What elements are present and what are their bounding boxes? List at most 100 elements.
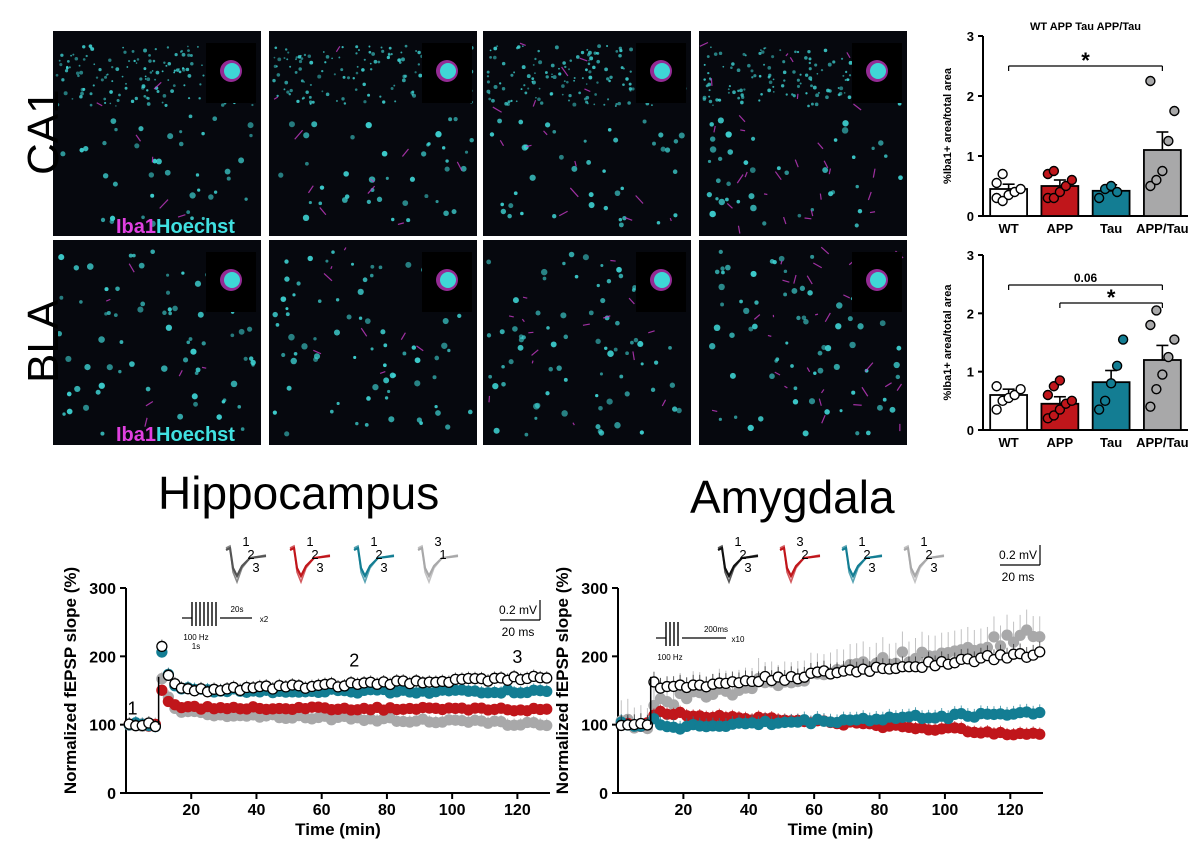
nucleus-dot	[848, 74, 852, 77]
iba1-process	[744, 171, 748, 178]
nucleus-dot	[58, 59, 61, 62]
nucleus-dot	[780, 84, 785, 88]
nucleus-dot	[792, 70, 796, 74]
nucleus-dot	[151, 70, 154, 72]
series-wt	[123, 639, 553, 733]
iba1-process	[824, 312, 831, 323]
nucleus-dot	[333, 329, 341, 336]
nucleus-dot	[358, 316, 363, 320]
iba1-process	[793, 274, 797, 284]
nucleus-dot	[551, 73, 553, 76]
nucleus-dot	[55, 73, 59, 77]
nucleus-dot	[196, 45, 199, 48]
nucleus-dot	[136, 58, 140, 61]
y-tick-label: 1	[967, 149, 974, 164]
data-point	[1034, 646, 1046, 658]
nucleus-dot	[183, 357, 189, 363]
nucleus-dot	[500, 208, 507, 215]
nucleus-dot	[895, 374, 901, 380]
iba1-process	[531, 360, 534, 364]
x-tick-label: 60	[805, 802, 823, 819]
nucleus-dot	[230, 380, 238, 388]
nucleus-dot	[551, 76, 553, 78]
nucleus-dot	[178, 141, 184, 147]
nucleus-dot	[754, 300, 759, 305]
row-label-ca1: CA1	[19, 89, 68, 175]
nucleus-dot	[750, 270, 757, 277]
nucleus-dot	[340, 68, 344, 72]
y-axis-label: Normalized fEPSP slope (%)	[61, 567, 80, 794]
nucleus-dot	[335, 298, 340, 302]
nucleus-dot	[251, 103, 254, 107]
nucleus-dot	[388, 46, 392, 50]
nucleus-dot	[194, 280, 202, 287]
nucleus-dot	[851, 390, 856, 395]
nucleus-dot	[828, 191, 834, 197]
nucleus-dot	[146, 77, 151, 82]
nucleus-dot	[435, 410, 441, 416]
nucleus-dot	[381, 49, 385, 53]
nucleus-dot	[141, 215, 145, 220]
nucleus-dot	[597, 44, 602, 49]
nucleus-dot	[272, 311, 278, 318]
nucleus-dot	[380, 46, 383, 49]
nucleus-dot	[95, 389, 101, 395]
micrograph-bla-1	[53, 240, 261, 445]
nucleus-dot	[250, 359, 256, 366]
nucleus-dot	[889, 406, 896, 413]
nucleus-dot	[814, 102, 819, 107]
iba1-process	[532, 100, 537, 107]
nucleus-dot	[161, 101, 164, 104]
nucleus-dot	[65, 65, 69, 69]
iba1-process	[785, 53, 789, 57]
nucleus-dot	[748, 326, 754, 332]
nucleus-dot	[702, 97, 707, 101]
nucleus-dot	[817, 350, 823, 356]
nucleus-dot	[343, 102, 347, 105]
nucleus-dot	[185, 67, 190, 72]
nucleus-dot	[713, 324, 721, 332]
example-trace	[353, 544, 395, 585]
nucleus-dot	[751, 323, 758, 330]
nucleus-dot	[98, 67, 102, 72]
scale-bar-voltage: 0.2 mV	[999, 548, 1037, 562]
nucleus-dot	[469, 137, 474, 143]
nucleus-dot	[561, 410, 568, 417]
nucleus-dot	[165, 290, 171, 295]
nucleus-dot	[613, 137, 619, 143]
nucleus-dot	[706, 191, 712, 198]
iba1-process	[360, 327, 368, 337]
nucleus-dot	[221, 103, 225, 107]
nucleus-dot	[596, 59, 601, 64]
iba1-process	[738, 115, 746, 123]
nucleus-dot	[288, 92, 291, 96]
nucleus-dot	[162, 94, 167, 98]
stain-label-iba1: Iba1	[116, 424, 157, 446]
micrograph-ca1-2	[269, 31, 477, 236]
nucleus-dot	[82, 45, 86, 49]
nucleus-dot	[106, 364, 113, 371]
nucleus-dot	[600, 297, 606, 304]
legend-header: WT APP Tau APP/Tau	[1030, 21, 1141, 33]
nucleus-dot	[618, 222, 624, 228]
nucleus-dot	[201, 64, 203, 67]
nucleus-dot	[457, 313, 462, 318]
nucleus-dot	[302, 214, 310, 222]
nucleus-dot	[356, 65, 359, 68]
nucleus-dot	[299, 54, 302, 57]
nucleus-dot	[715, 197, 719, 201]
nucleus-dot	[552, 75, 557, 80]
iba1-process	[574, 160, 577, 167]
y-tick-label: 200	[581, 649, 608, 666]
nucleus-dot	[631, 87, 635, 91]
nucleus-dot	[402, 351, 407, 356]
y-axis-label: %Iba1+ area/total area	[942, 67, 954, 184]
nucleus-dot	[568, 251, 575, 258]
nucleus-dot	[201, 131, 205, 136]
nucleus-dot	[318, 201, 323, 206]
nucleus-dot	[613, 347, 618, 352]
nucleus-dot	[769, 373, 775, 380]
data-point	[1117, 334, 1129, 345]
nucleus-dot	[453, 117, 458, 122]
nucleus-dot	[810, 84, 813, 88]
